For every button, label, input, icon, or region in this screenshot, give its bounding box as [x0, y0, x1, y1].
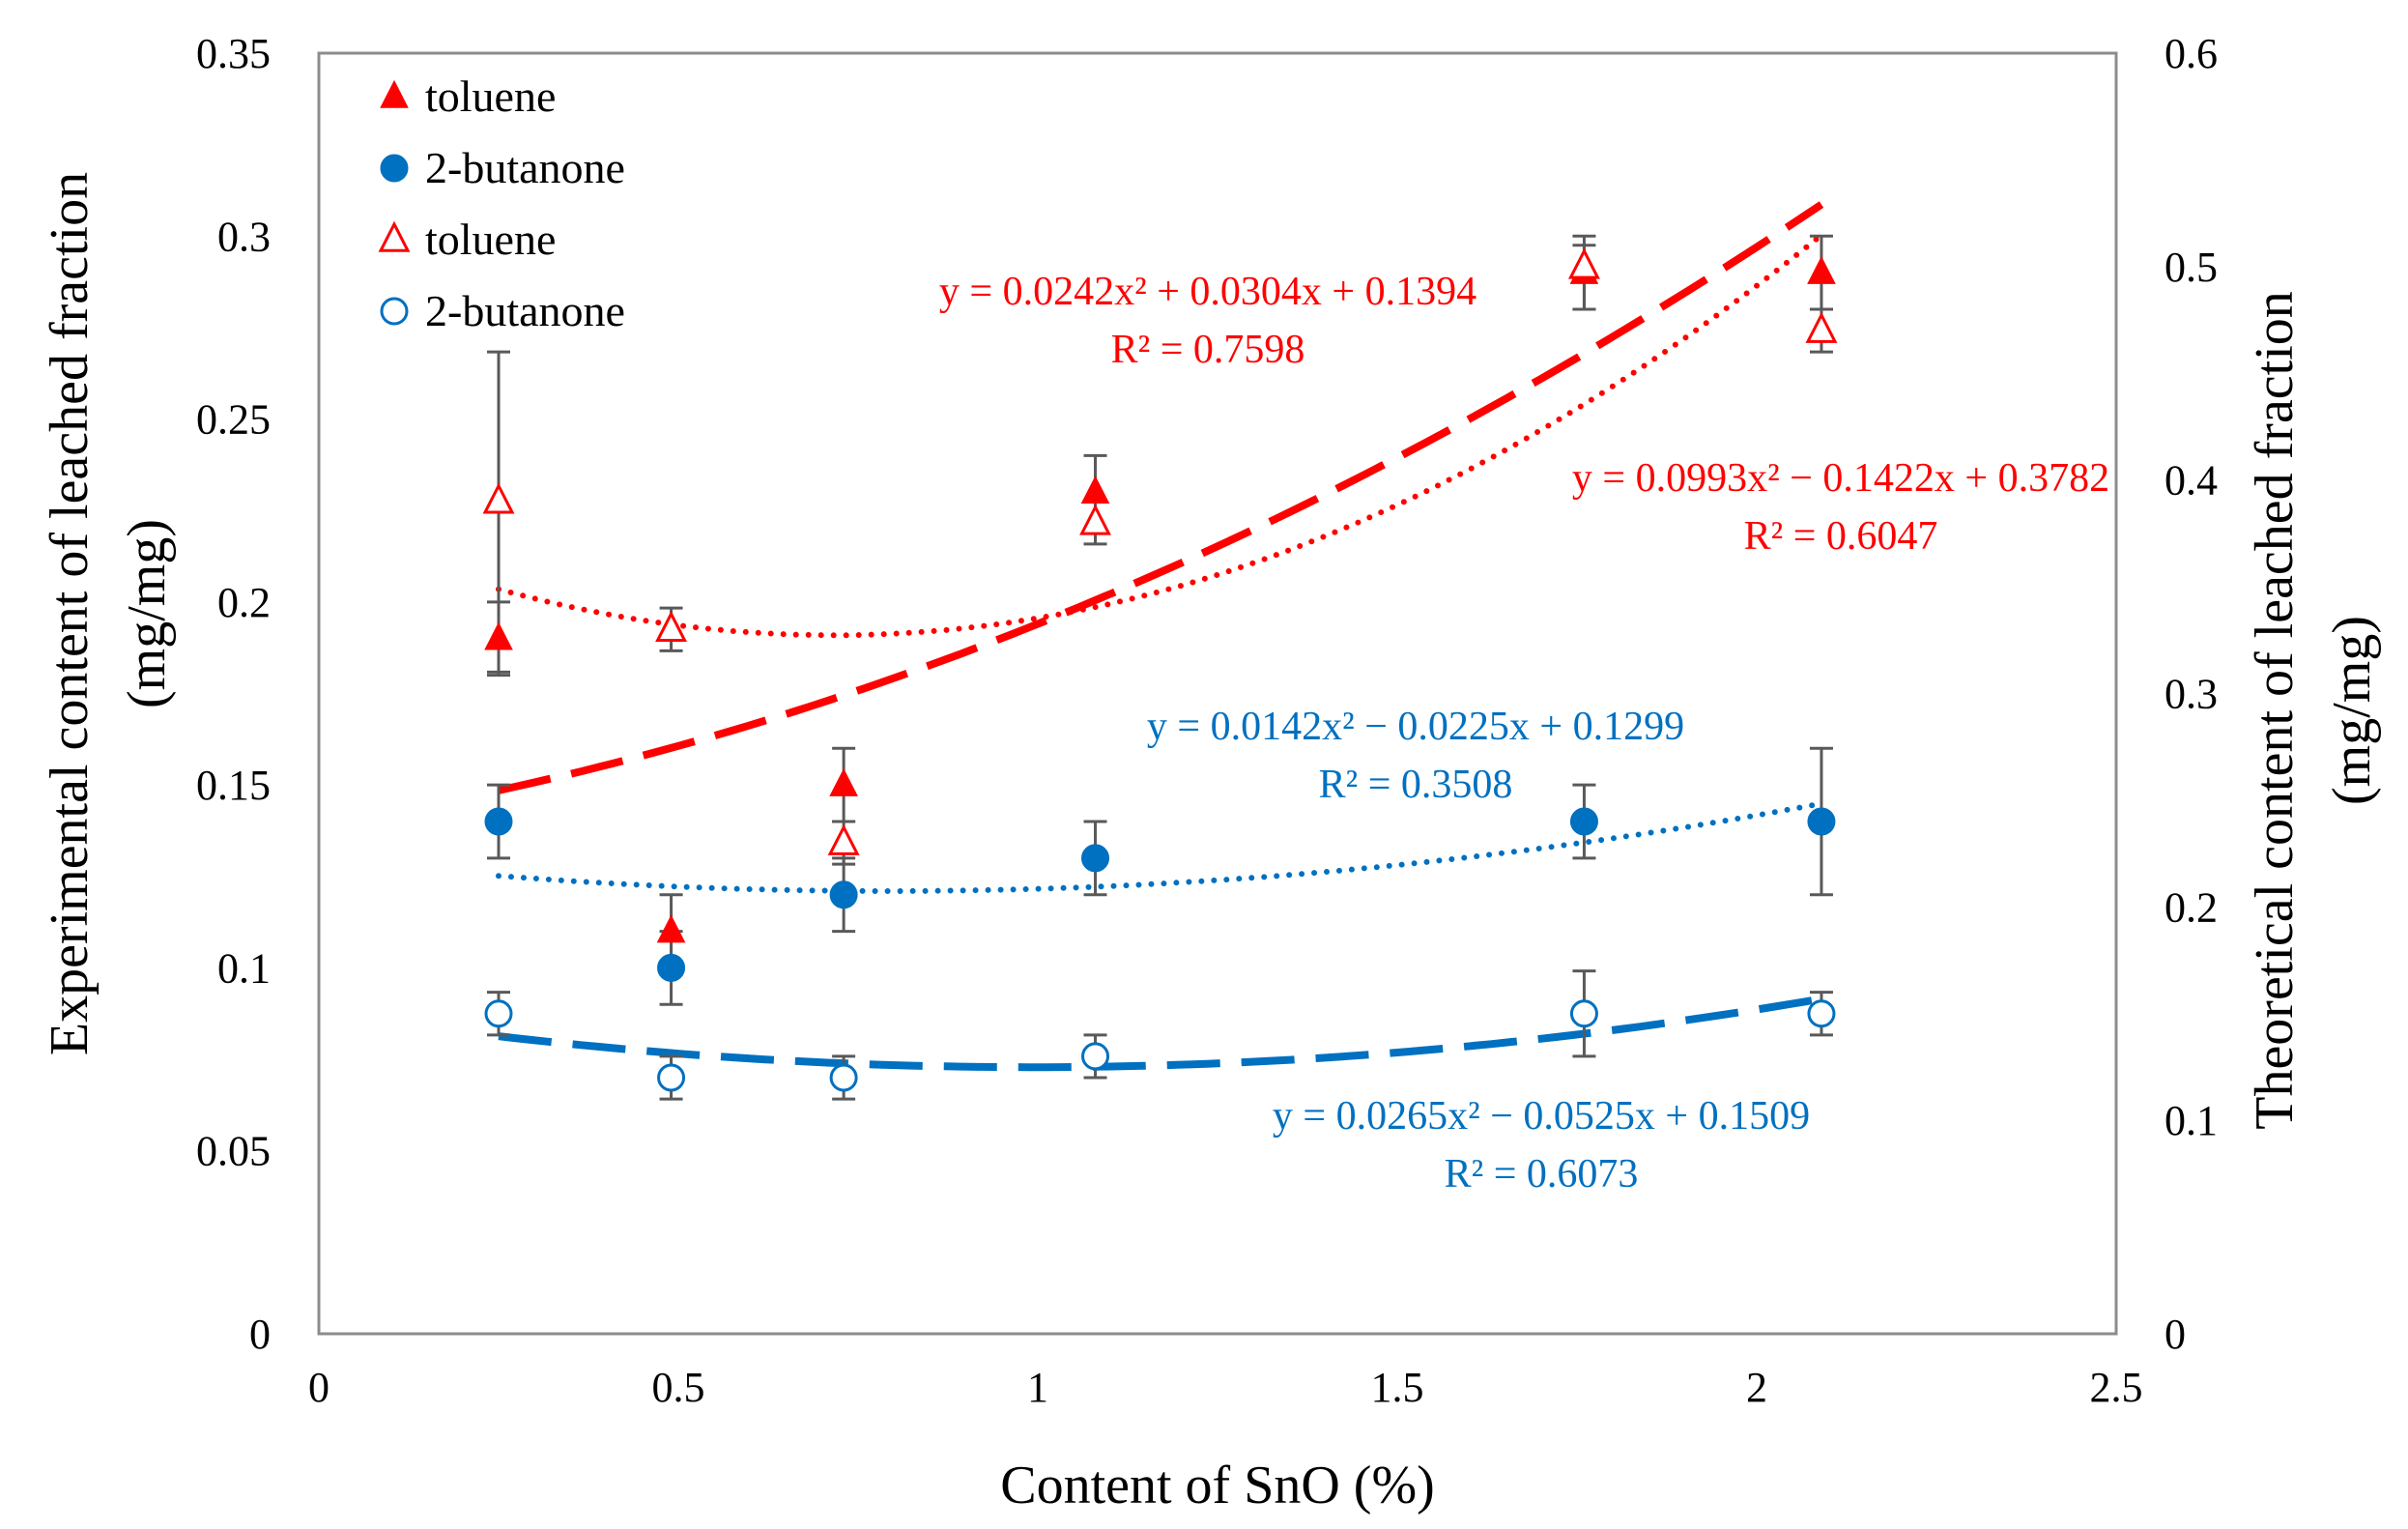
- right-y-tick-label: 0: [2164, 1311, 2186, 1358]
- right-y-tick-label: 0.3: [2164, 671, 2218, 718]
- right-y-tick-label: 0.2: [2164, 883, 2218, 931]
- left-y-tick-label: 0.35: [196, 30, 271, 77]
- left-y-tick-label: 0: [249, 1311, 271, 1358]
- left-y-axis-title-line1: Experimental content of leached fraction: [40, 172, 100, 1055]
- x-tick-label: 2: [1746, 1364, 1767, 1411]
- data-point-toluene-theoretical: [1079, 504, 1111, 535]
- data-point-2-butanone-experimental: [1807, 807, 1836, 836]
- left-y-tick-label: 0.15: [196, 762, 271, 809]
- data-point-2-butanone-experimental: [484, 807, 513, 836]
- trend-equation-butanone-experimental: y = 0.0142x² − 0.0225x + 0.1299: [1147, 705, 1684, 749]
- legend-label-toluene: toluene: [425, 215, 556, 264]
- trend-r2-toluene-theoretical: R² = 0.6047: [1744, 514, 1938, 559]
- right-y-tick-label: 0.1: [2164, 1097, 2218, 1144]
- right-y-axis-title-line2: (mg/mg): [2322, 616, 2382, 805]
- data-point-2-butanone-theoretical: [1569, 999, 1598, 1028]
- right-y-axis-title-line1: Theoretical content of leached fraction: [2245, 291, 2305, 1130]
- right-y-axis-ticks: 0 0.1 0.2 0.3 0.4 0.5 0.6: [2164, 30, 2218, 1358]
- trend-labels: y = 0.0242x² + 0.0304x + 0.1394 R² = 0.7…: [939, 270, 2109, 1197]
- right-y-tick-label: 0.5: [2164, 244, 2218, 291]
- legend-marker-toluene: [380, 79, 409, 108]
- x-tick-label: 2.5: [2090, 1364, 2143, 1411]
- data-point-toluene-experimental: [1080, 476, 1110, 505]
- x-tick-label: 1: [1027, 1364, 1048, 1411]
- trendlines: [496, 201, 1824, 1072]
- x-tick-label: 0: [308, 1364, 330, 1411]
- data-point-toluene-theoretical: [827, 823, 860, 855]
- legend: toluene 2-butanone toluene 2-butanone: [378, 72, 625, 335]
- trendline-toluene-experimental: [498, 201, 1824, 794]
- legend-label-2-butanone: 2-butanone: [425, 286, 625, 335]
- right-y-tick-label: 0.4: [2164, 457, 2218, 505]
- trend-r2-butanone-experimental: R² = 0.3508: [1319, 763, 1513, 807]
- left-y-axis-title: Experimental content of leached fraction…: [40, 172, 177, 1055]
- legend-label-2-butanone: 2-butanone: [425, 143, 625, 192]
- legend-marker-toluene: [378, 220, 411, 252]
- left-y-tick-label: 0.3: [217, 213, 271, 260]
- data-point-2-butanone-theoretical: [657, 1063, 686, 1092]
- x-tick-label: 0.5: [652, 1364, 705, 1411]
- data-point-toluene-experimental: [1807, 255, 1836, 284]
- plot-frame: [317, 51, 2118, 1336]
- data-point-2-butanone-theoretical: [1081, 1042, 1110, 1071]
- legend-marker-2-butanone: [380, 154, 409, 183]
- right-y-tick-label: 0.6: [2164, 30, 2218, 77]
- data-point-toluene-experimental: [656, 914, 686, 943]
- data-point-toluene-theoretical: [655, 610, 688, 643]
- left-y-tick-label: 0.1: [217, 944, 271, 992]
- trend-r2-toluene-experimental: R² = 0.7598: [1111, 328, 1305, 372]
- data-points: [482, 247, 1838, 1092]
- x-axis-title: Content of SnO (%): [1000, 1456, 1435, 1515]
- trendline-2-butanone-theoretical: [498, 995, 1822, 1072]
- data-point-2-butanone-theoretical: [829, 1063, 858, 1092]
- data-point-2-butanone-experimental: [829, 880, 858, 909]
- trend-equation-butanone-theoretical: y = 0.0265x² − 0.0525x + 0.1509: [1273, 1094, 1810, 1139]
- trend-equation-toluene-theoretical: y = 0.0993x² − 0.1422x + 0.3782: [1572, 456, 2109, 501]
- data-point-toluene-experimental: [829, 767, 858, 796]
- data-point-toluene-theoretical: [1567, 247, 1600, 279]
- x-axis-ticks: 0 0.5 1 1.5 2 2.5: [308, 1364, 2143, 1411]
- data-point-2-butanone-experimental: [657, 953, 686, 982]
- data-point-2-butanone-theoretical: [484, 999, 513, 1028]
- data-point-2-butanone-experimental: [1569, 807, 1598, 836]
- data-point-toluene-theoretical: [482, 482, 515, 514]
- x-tick-label: 1.5: [1371, 1364, 1424, 1411]
- left-y-tick-label: 0.05: [196, 1128, 271, 1175]
- trendline-toluene-theoretical: [496, 232, 1824, 639]
- right-y-axis-title: Theoretical content of leached fraction …: [2245, 291, 2382, 1130]
- legend-marker-2-butanone: [380, 297, 409, 326]
- data-point-2-butanone-experimental: [1081, 844, 1110, 873]
- trend-equation-toluene-experimental: y = 0.0242x² + 0.0304x + 0.1394: [939, 270, 1476, 314]
- left-y-tick-label: 0.25: [196, 396, 271, 444]
- data-point-toluene-theoretical: [1805, 311, 1838, 343]
- left-y-axis-title-line2: (mg/mg): [117, 519, 177, 708]
- trendline-2-butanone-experimental: [496, 800, 1824, 894]
- left-y-axis-ticks: 0 0.05 0.1 0.15 0.2 0.25 0.3 0.35: [196, 30, 271, 1358]
- left-y-tick-label: 0.2: [217, 579, 271, 626]
- data-point-2-butanone-theoretical: [1807, 999, 1836, 1028]
- data-point-toluene-experimental: [484, 621, 513, 650]
- trend-r2-butanone-theoretical: R² = 0.6073: [1445, 1152, 1639, 1197]
- legend-label-toluene: toluene: [425, 72, 556, 121]
